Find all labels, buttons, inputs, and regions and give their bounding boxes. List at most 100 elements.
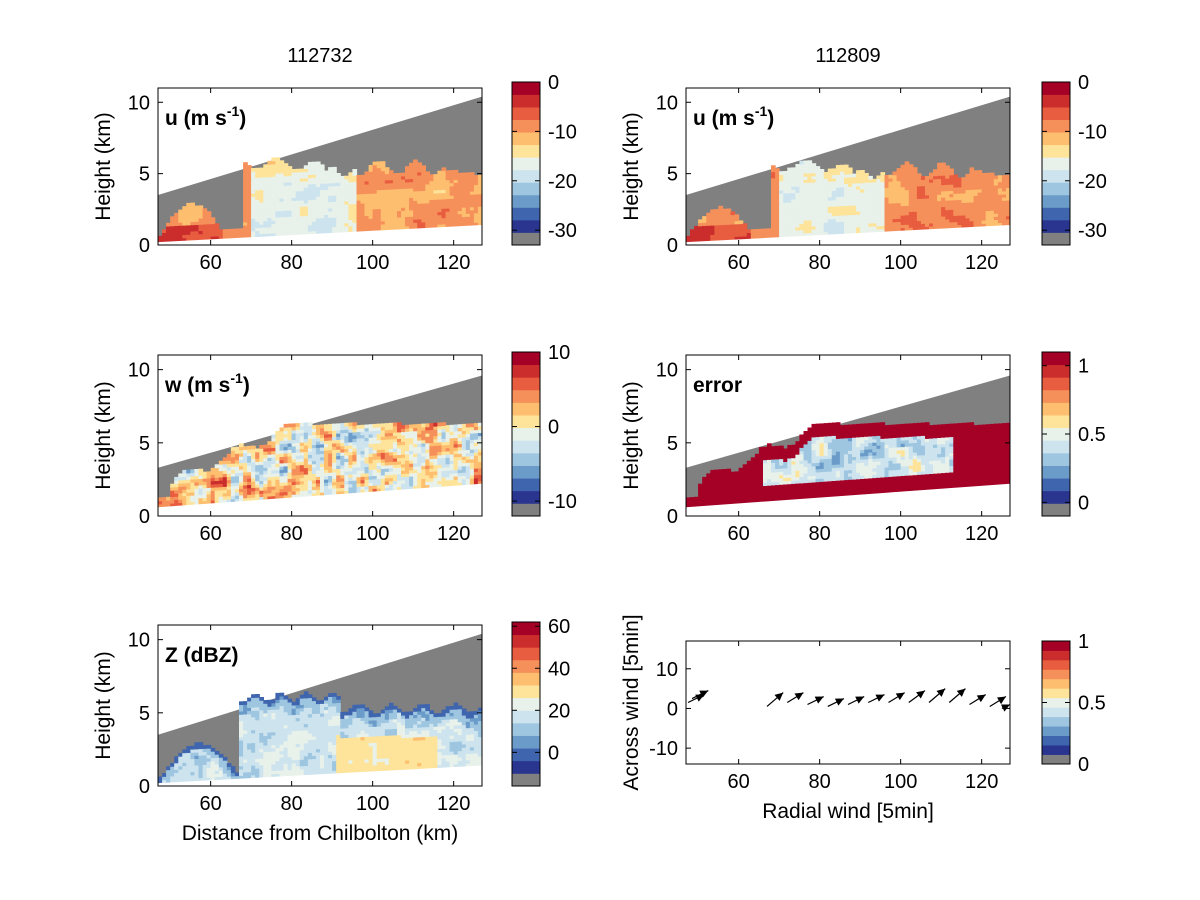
data-cell bbox=[453, 176, 459, 180]
data-cell bbox=[787, 496, 792, 501]
data-cell bbox=[758, 482, 764, 487]
data-cell bbox=[718, 491, 724, 496]
data-cell bbox=[904, 214, 910, 219]
data-cell bbox=[465, 475, 471, 479]
data-cell bbox=[722, 472, 728, 476]
data-cell bbox=[929, 185, 934, 189]
data-cell bbox=[251, 190, 256, 194]
data-cell bbox=[174, 238, 179, 242]
data-cell bbox=[162, 503, 167, 508]
data-cell bbox=[763, 453, 768, 457]
data-cell bbox=[392, 435, 398, 440]
data-cell bbox=[864, 455, 869, 460]
data-cell bbox=[239, 234, 244, 239]
data-cell bbox=[275, 453, 281, 458]
data-cell bbox=[372, 456, 378, 460]
data-cell bbox=[888, 215, 894, 220]
data-cell bbox=[259, 496, 264, 501]
data-cell bbox=[811, 169, 817, 174]
data-cell bbox=[255, 186, 260, 191]
data-cell bbox=[332, 443, 337, 447]
data-cell bbox=[706, 489, 711, 494]
data-cell bbox=[206, 487, 212, 492]
data-cell bbox=[210, 477, 216, 482]
data-cell bbox=[303, 221, 309, 226]
data-cell bbox=[465, 462, 471, 467]
data-cell bbox=[356, 489, 362, 494]
data-cell bbox=[267, 483, 272, 487]
data-cell bbox=[844, 221, 849, 225]
data-cell bbox=[315, 208, 321, 213]
data-cell bbox=[218, 493, 224, 497]
data-cell bbox=[799, 163, 805, 168]
data-cell bbox=[368, 424, 374, 428]
data-cell bbox=[1001, 184, 1007, 189]
data-cell bbox=[332, 220, 337, 224]
data-cell bbox=[465, 203, 471, 208]
data-cell bbox=[409, 437, 414, 442]
data-cell bbox=[949, 206, 954, 210]
data-cell bbox=[352, 219, 358, 223]
data-cell bbox=[469, 474, 475, 479]
data-cell bbox=[860, 459, 865, 463]
data-cell bbox=[352, 216, 358, 220]
data-cell bbox=[787, 467, 792, 472]
data-cell bbox=[852, 183, 857, 187]
data-cell bbox=[401, 425, 406, 429]
data-cell bbox=[328, 192, 333, 196]
data-cell bbox=[275, 495, 281, 500]
data-cell bbox=[372, 205, 378, 210]
data-cell bbox=[433, 202, 439, 207]
data-cell bbox=[405, 437, 410, 442]
data-cell bbox=[291, 478, 297, 482]
data-cell bbox=[311, 180, 317, 185]
data-cell bbox=[819, 455, 825, 460]
data-cell bbox=[194, 218, 200, 222]
data-cell bbox=[226, 482, 232, 487]
data-cell bbox=[295, 487, 301, 492]
plot-area bbox=[686, 96, 1010, 245]
data-cell bbox=[758, 488, 764, 493]
data-cell bbox=[287, 471, 293, 476]
data-cell bbox=[214, 229, 220, 234]
colorbar-swatch bbox=[512, 232, 540, 246]
data-cell bbox=[811, 465, 817, 470]
data-cell bbox=[904, 224, 910, 228]
data-cell bbox=[718, 498, 724, 503]
data-cell bbox=[856, 430, 861, 435]
data-cell bbox=[775, 452, 780, 457]
data-cell bbox=[795, 489, 800, 494]
data-cell bbox=[311, 227, 317, 232]
data-cell bbox=[190, 491, 195, 496]
data-cell bbox=[957, 199, 962, 204]
data-cell bbox=[872, 422, 877, 427]
data-cell bbox=[307, 425, 313, 430]
data-cell bbox=[425, 205, 430, 210]
data-cell bbox=[437, 467, 443, 472]
data-cell bbox=[413, 216, 418, 220]
data-cell bbox=[255, 233, 260, 238]
data-cell bbox=[823, 206, 829, 211]
data-cell bbox=[376, 443, 382, 447]
data-cell bbox=[949, 187, 954, 191]
data-cell bbox=[210, 223, 216, 228]
data-cell bbox=[908, 183, 914, 187]
data-cell bbox=[977, 176, 983, 181]
data-cell bbox=[388, 211, 394, 215]
data-cell bbox=[965, 186, 971, 191]
data-cell bbox=[819, 445, 825, 450]
data-cell bbox=[388, 182, 394, 187]
data-cell bbox=[807, 443, 813, 448]
data-cell bbox=[441, 460, 447, 465]
data-cell bbox=[819, 478, 825, 482]
data-cell bbox=[307, 221, 313, 226]
data-cell bbox=[344, 216, 349, 221]
data-cell bbox=[178, 228, 183, 233]
data-cell bbox=[783, 480, 788, 485]
data-cell bbox=[831, 428, 837, 433]
data-cell bbox=[844, 192, 849, 197]
data-cell bbox=[425, 215, 430, 219]
data-cell bbox=[868, 442, 873, 447]
data-cell bbox=[283, 443, 289, 448]
data-cell bbox=[904, 180, 910, 184]
